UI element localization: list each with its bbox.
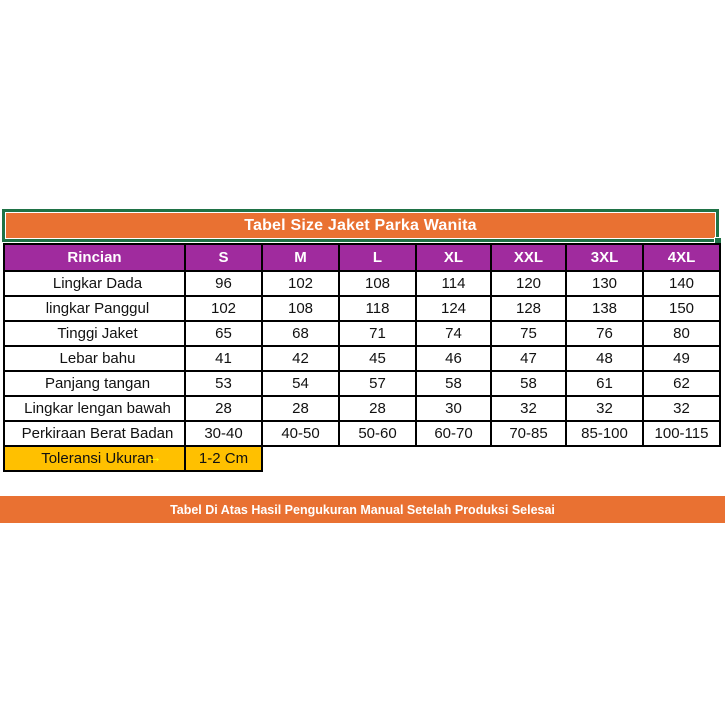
tolerance-label-cell: Toleransi Ukuran → [3, 445, 186, 472]
row-label: Lingkar Dada [3, 270, 186, 297]
table-cell: 49 [642, 345, 721, 372]
table-cell: 68 [261, 320, 340, 347]
table-cell: 46 [415, 345, 492, 372]
table-cell: 65 [184, 320, 263, 347]
table-cell: 32 [490, 395, 567, 422]
table-cell: 62 [642, 370, 721, 397]
row-label: Tinggi Jaket [3, 320, 186, 347]
column-header-l: L [338, 243, 417, 272]
table-row: Lebar bahu 41 42 45 46 47 48 49 [3, 345, 721, 372]
table-cell: 53 [184, 370, 263, 397]
table-cell: 60-70 [415, 420, 492, 447]
column-header-4xl: 4XL [642, 243, 721, 272]
table-header-row: Rincian S M L XL XXL 3XL 4XL [3, 243, 721, 272]
table-cell: 114 [415, 270, 492, 297]
empty-cell [491, 446, 566, 471]
table-cell: 100-115 [642, 420, 721, 447]
column-header-3xl: 3XL [565, 243, 644, 272]
table-cell: 30-40 [184, 420, 263, 447]
table-cell: 41 [184, 345, 263, 372]
table-cell: 102 [184, 295, 263, 322]
table-cell: 58 [490, 370, 567, 397]
row-label: Lebar bahu [3, 345, 186, 372]
table-row: Perkiraan Berat Badan 30-40 40-50 50-60 … [3, 420, 721, 447]
table-cell: 48 [565, 345, 644, 372]
table-cell: 32 [565, 395, 644, 422]
column-header-xl: XL [415, 243, 492, 272]
table-cell: 74 [415, 320, 492, 347]
column-header-s: S [184, 243, 263, 272]
table-cell: 76 [565, 320, 644, 347]
table-cell: 75 [490, 320, 567, 347]
table-cell: 85-100 [565, 420, 644, 447]
table-cell: 28 [184, 395, 263, 422]
table-cell: 108 [338, 270, 417, 297]
column-header-rincian: Rincian [3, 243, 186, 272]
footer-note-bar: Tabel Di Atas Hasil Pengukuran Manual Se… [0, 496, 725, 523]
tolerance-row: Toleransi Ukuran → 1-2 Cm [3, 445, 720, 472]
size-table: Rincian S M L XL XXL 3XL 4XL Lingkar Dad… [3, 243, 721, 472]
table-cell: 140 [642, 270, 721, 297]
table-row: lingkar Panggul 102 108 118 124 128 138 … [3, 295, 721, 322]
table-cell: 102 [261, 270, 340, 297]
table-cell: 28 [261, 395, 340, 422]
table-cell: 70-85 [490, 420, 567, 447]
table-cell: 45 [338, 345, 417, 372]
table-cell: 108 [261, 295, 340, 322]
empty-cell [416, 446, 491, 471]
empty-cell [643, 446, 720, 471]
row-label: Panjang tangan [3, 370, 186, 397]
table-row: Tinggi Jaket 65 68 71 74 75 76 80 [3, 320, 721, 347]
table-cell: 58 [415, 370, 492, 397]
right-arrow-icon: → [147, 449, 162, 466]
tolerance-label: Toleransi Ukuran [41, 450, 154, 467]
table-cell: 30 [415, 395, 492, 422]
table-cell: 118 [338, 295, 417, 322]
table-cell: 61 [565, 370, 644, 397]
table-cell: 47 [490, 345, 567, 372]
title-bar: Tabel Size Jaket Parka Wanita [2, 209, 722, 245]
page-title: Tabel Size Jaket Parka Wanita [244, 216, 477, 234]
tolerance-value-cell: 1-2 Cm [184, 445, 263, 472]
table-cell: 138 [565, 295, 644, 322]
table-cell: 28 [338, 395, 417, 422]
table-cell: 40-50 [261, 420, 340, 447]
table-cell: 120 [490, 270, 567, 297]
title-bar-fill: Tabel Size Jaket Parka Wanita [6, 213, 715, 238]
table-cell: 50-60 [338, 420, 417, 447]
column-header-m: M [261, 243, 340, 272]
table-cell: 150 [642, 295, 721, 322]
table-row: Lingkar Dada 96 102 108 114 120 130 140 [3, 270, 721, 297]
table-cell: 124 [415, 295, 492, 322]
row-label: Perkiraan Berat Badan [3, 420, 186, 447]
table-cell: 42 [261, 345, 340, 372]
row-label: lingkar Panggul [3, 295, 186, 322]
table-row: Panjang tangan 53 54 57 58 58 61 62 [3, 370, 721, 397]
table-row: Lingkar lengan bawah 28 28 28 30 32 32 3… [3, 395, 721, 422]
empty-cell [339, 446, 416, 471]
table-cell: 96 [184, 270, 263, 297]
table-cell: 80 [642, 320, 721, 347]
table-cell: 54 [261, 370, 340, 397]
table-cell: 128 [490, 295, 567, 322]
column-header-xxl: XXL [490, 243, 567, 272]
table-cell: 71 [338, 320, 417, 347]
footer-note-text: Tabel Di Atas Hasil Pengukuran Manual Se… [170, 502, 555, 517]
row-label: Lingkar lengan bawah [3, 395, 186, 422]
empty-cell [262, 446, 339, 471]
table-cell: 57 [338, 370, 417, 397]
table-cell: 32 [642, 395, 721, 422]
empty-cell [566, 446, 643, 471]
table-cell: 130 [565, 270, 644, 297]
